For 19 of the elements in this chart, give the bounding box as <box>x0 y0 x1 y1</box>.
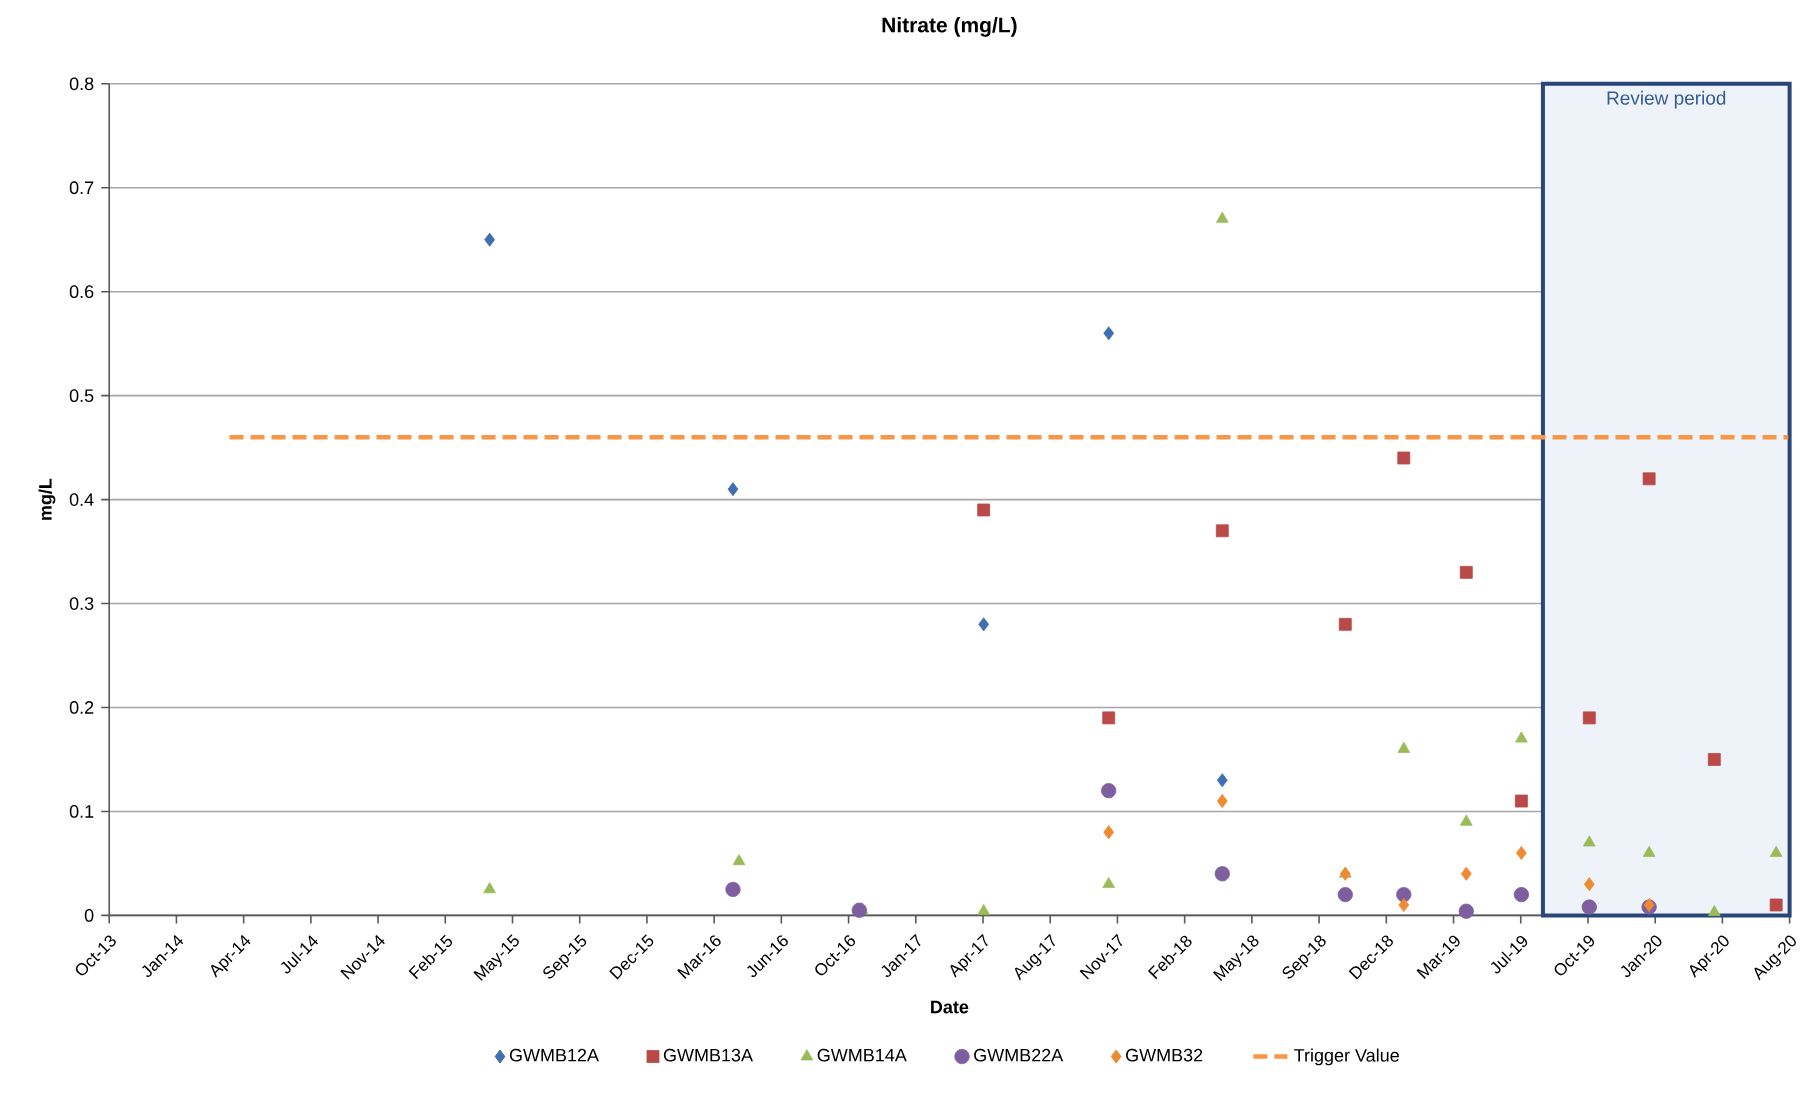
legend-label: GWMB22A <box>974 1048 1064 1062</box>
y-tick-label: 0.4 <box>69 493 94 506</box>
y-axis-title: mg/L <box>38 478 56 520</box>
y-tick-label: 0.5 <box>69 389 94 403</box>
legend-label: GWMB14A <box>817 1048 907 1062</box>
band-label: Review period <box>1607 90 1726 109</box>
legend-label: GWMB32 <box>1126 1048 1203 1062</box>
legend-label: GWMB12A <box>509 1048 599 1062</box>
y-tick-label: 0.3 <box>69 597 94 610</box>
y-tick-label: 0.7 <box>69 181 94 195</box>
x-axis-title: Date <box>931 1000 969 1014</box>
chart-title: Nitrate (mg/L) <box>882 17 1017 37</box>
y-tick-label: 0 <box>84 909 94 922</box>
legend-label: Trigger Value <box>1294 1048 1399 1066</box>
y-tick-label: 0.1 <box>69 805 94 818</box>
y-tick-label: 0.8 <box>69 77 94 91</box>
y-tick-label: 0.2 <box>69 701 94 714</box>
y-tick-label: 0.6 <box>69 285 94 299</box>
legend-label: GWMB13A <box>663 1048 753 1062</box>
